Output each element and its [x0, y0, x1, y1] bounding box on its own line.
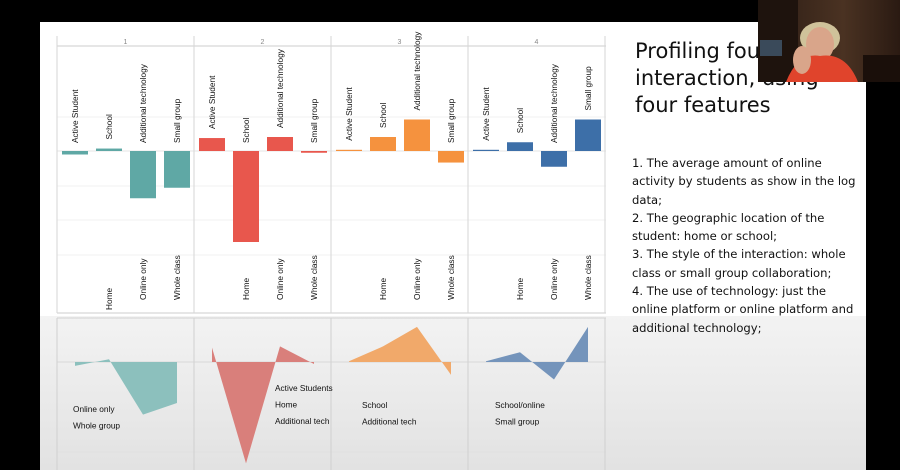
top-category-label: Active Student [207, 75, 217, 129]
feature-item: 2. The geographic location of the studen… [632, 210, 825, 244]
area-annotation: School/online [495, 400, 545, 410]
bar [301, 151, 327, 153]
feature-item: 4. The use of technology: just the onlin… [632, 284, 854, 335]
bottom-category-label: Whole class [446, 255, 456, 300]
top-category-label: School [378, 102, 388, 128]
bar [130, 151, 156, 199]
area-shape [75, 359, 177, 415]
top-category-label: Active Student [481, 87, 491, 141]
area-annotation: Home [275, 400, 298, 410]
presenter-webcam [758, 0, 900, 82]
area-annotation: Small group [495, 417, 540, 427]
top-category-label: Small group [446, 98, 456, 143]
area-annotation: Whole group [73, 421, 120, 431]
bar [164, 151, 190, 188]
top-category-label: Active Student [344, 87, 354, 141]
area-shape [349, 326, 451, 375]
bar [541, 151, 567, 167]
presenter-icon [758, 0, 900, 82]
top-category-label: Small group [309, 98, 319, 143]
top-category-label: Additional technology [275, 48, 285, 128]
area-shape [212, 346, 314, 464]
bar [96, 148, 122, 151]
bar [575, 119, 601, 151]
feature-list: 1. The average amount of online activity… [632, 154, 862, 337]
bottom-category-label: Online only [275, 258, 285, 300]
bottom-category-label: Online only [138, 258, 148, 300]
bar [370, 137, 396, 151]
bottom-category-label: Whole class [309, 255, 319, 300]
panel-header: 3 [398, 39, 402, 46]
bar [62, 151, 88, 155]
bottom-category-label: Whole class [583, 255, 593, 300]
bottom-category-label: Online only [412, 258, 422, 300]
bar [336, 149, 362, 151]
top-category-label: Additional technology [412, 31, 422, 111]
bar [404, 119, 430, 151]
top-category-label: School [241, 117, 251, 143]
letterbox-bar [866, 82, 900, 470]
top-category-label: School [104, 114, 114, 140]
bottom-category-label: Whole class [172, 255, 182, 300]
bar [267, 137, 293, 151]
feature-item: 1. The average amount of online activity… [632, 156, 856, 207]
bar [473, 149, 499, 151]
top-category-label: Active Student [70, 89, 80, 143]
top-category-label: School [515, 108, 525, 134]
bar [233, 151, 259, 242]
top-category-label: Small group [172, 98, 182, 143]
area-shape [486, 326, 588, 380]
panel-header: 4 [535, 39, 539, 46]
bottom-category-label: Home [515, 277, 525, 300]
panel-header: 1 [124, 39, 128, 46]
panel-header: 2 [261, 39, 265, 46]
area-annotation: Additional tech [275, 416, 330, 426]
top-category-label: Additional technology [549, 63, 559, 143]
bottom-category-label: Online only [549, 258, 559, 300]
bottom-category-label: Home [241, 277, 251, 300]
area-annotation: School [362, 400, 388, 410]
area-annotation: Additional tech [362, 417, 417, 427]
top-category-label: Small group [583, 66, 593, 111]
area-annotation: Online only [73, 404, 115, 414]
top-category-label: Additional technology [138, 63, 148, 143]
bar [438, 151, 464, 163]
area-chart-background [40, 316, 866, 470]
bottom-category-label: Home [104, 287, 114, 310]
bar [507, 142, 533, 151]
bar [199, 138, 225, 151]
area-annotation: Active Students [275, 383, 333, 393]
feature-item: 3. The style of the interaction: whole c… [632, 247, 846, 280]
bottom-category-label: Home [378, 277, 388, 300]
